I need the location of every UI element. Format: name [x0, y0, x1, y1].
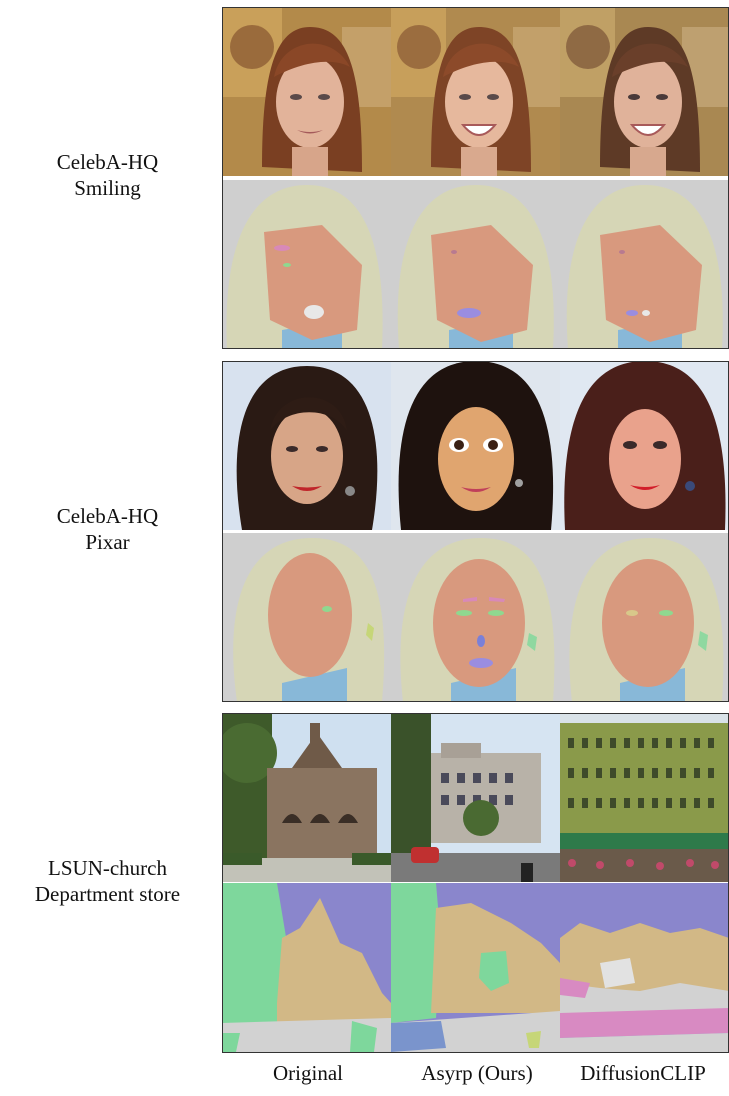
group-smiling [222, 7, 729, 350]
row-label-attribute: Smiling [74, 176, 141, 200]
photo-original-smiling [222, 7, 391, 176]
seg-original-pixar [222, 533, 391, 702]
row-label-dataset: CelebA-HQ [56, 504, 159, 528]
seg-asyrp-smiling [391, 180, 560, 349]
photo-original-pixar [222, 361, 391, 530]
seg-diffusionclip-pixar [560, 533, 729, 702]
row-label-attribute: Pixar [85, 530, 130, 554]
row-label-department-store: LSUN-church Department store [0, 855, 215, 907]
photo-diffusionclip-church [560, 713, 729, 882]
photo-original-church [222, 713, 391, 882]
group-department-store [222, 713, 729, 1054]
row-label-dataset: LSUN-church [48, 856, 167, 880]
photo-asyrp-pixar [391, 361, 560, 530]
group-pixar [222, 361, 729, 704]
row-label-smiling: CelebA-HQ Smiling [0, 149, 215, 201]
photo-asyrp-church [391, 713, 560, 882]
column-label-asyrp: Asyrp (Ours) [421, 1061, 533, 1085]
seg-diffusionclip-smiling [560, 180, 729, 349]
seg-diffusionclip-church [560, 883, 729, 1052]
row-label-attribute: Department store [34, 882, 181, 906]
seg-original-church [222, 883, 391, 1052]
photo-asyrp-smiling [391, 7, 560, 176]
photo-diffusionclip-pixar [560, 361, 729, 530]
seg-asyrp-pixar [391, 533, 560, 702]
row-label-pixar: CelebA-HQ Pixar [0, 503, 215, 555]
column-label-diffusionclip: DiffusionCLIP [580, 1061, 706, 1085]
seg-asyrp-church [391, 883, 560, 1052]
column-label-original: Original [273, 1061, 343, 1085]
photo-diffusionclip-smiling [560, 7, 729, 176]
seg-original-smiling [222, 180, 391, 349]
row-label-dataset: CelebA-HQ [56, 150, 159, 174]
